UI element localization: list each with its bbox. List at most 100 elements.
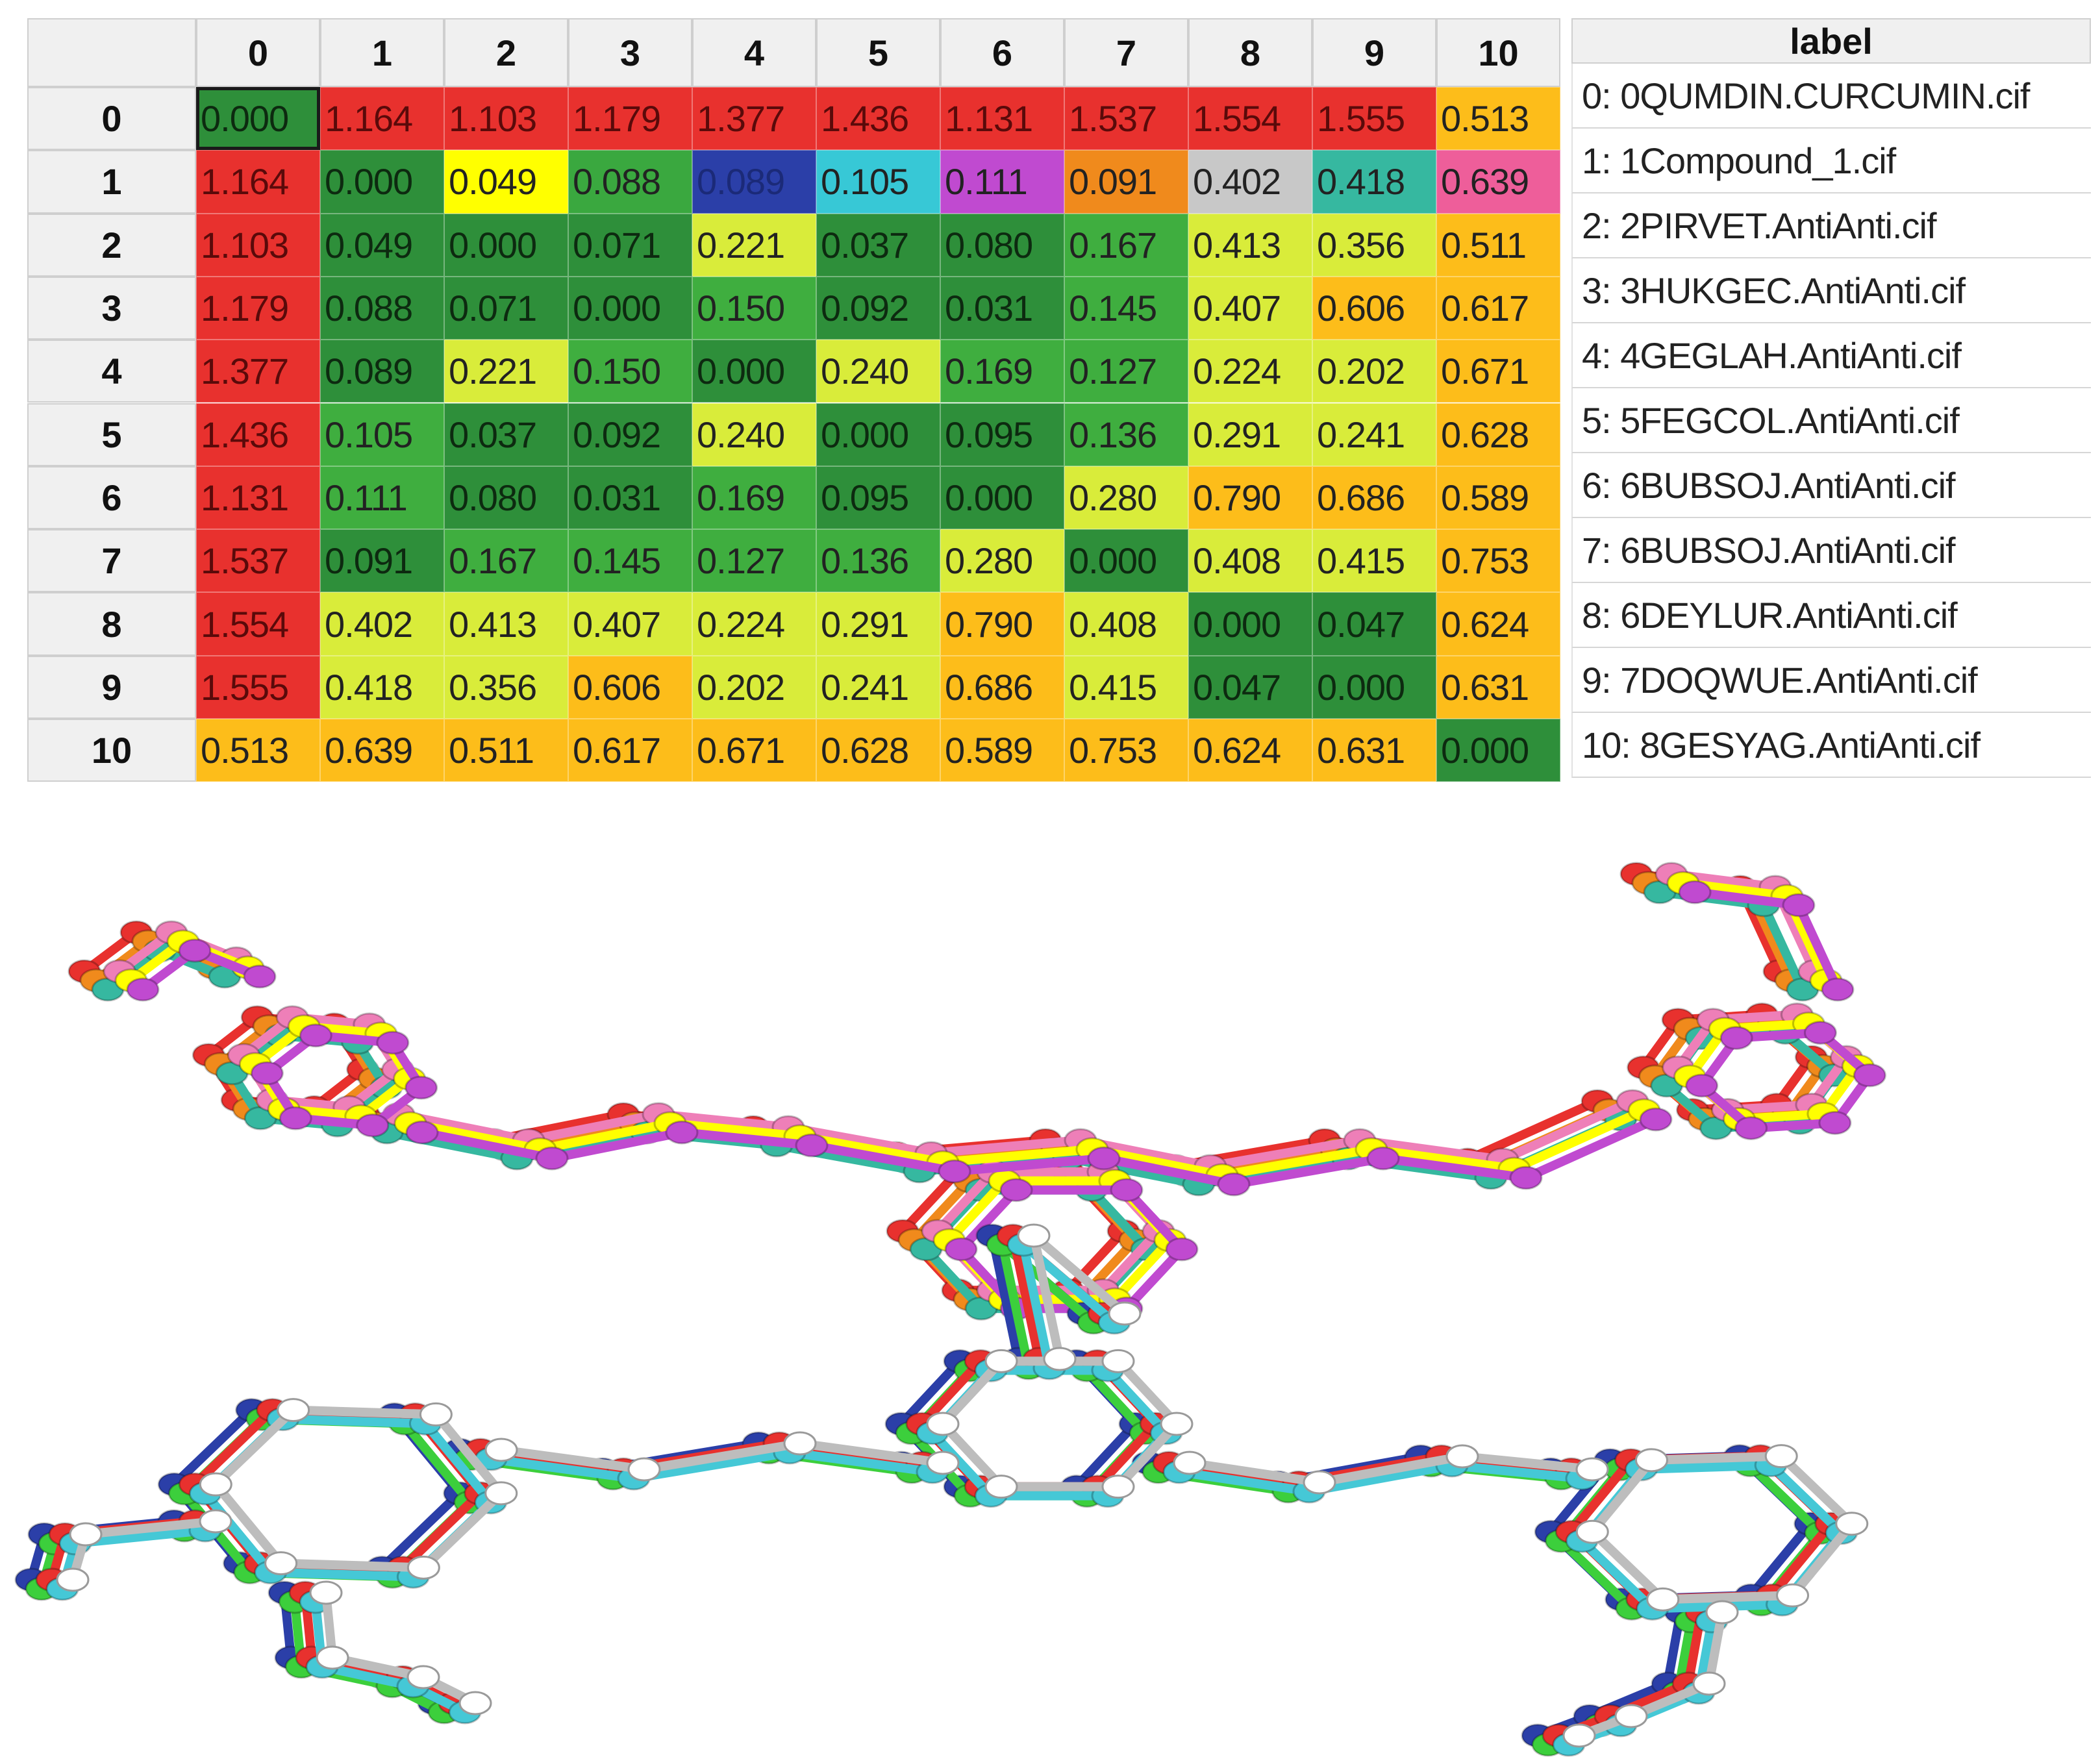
matrix-cell-5-6[interactable]: 0.095 xyxy=(940,403,1064,466)
matrix-cell-1-9[interactable]: 0.418 xyxy=(1312,150,1436,214)
matrix-cell-7-1[interactable]: 0.091 xyxy=(320,529,444,593)
matrix-cell-10-0[interactable]: 0.513 xyxy=(196,719,320,782)
matrix-cell-3-7[interactable]: 0.145 xyxy=(1064,276,1188,340)
matrix-cell-6-0[interactable]: 1.131 xyxy=(196,466,320,530)
matrix-cell-2-5[interactable]: 0.037 xyxy=(816,213,940,277)
matrix-cell-1-2[interactable]: 0.049 xyxy=(444,150,568,214)
matrix-cell-6-3[interactable]: 0.031 xyxy=(568,466,692,530)
row-header-6[interactable]: 6 xyxy=(27,466,196,530)
matrix-cell-10-9[interactable]: 0.631 xyxy=(1312,719,1436,782)
matrix-cell-8-10[interactable]: 0.624 xyxy=(1436,592,1560,656)
matrix-cell-4-4[interactable]: 0.000 xyxy=(692,340,816,403)
matrix-cell-6-5[interactable]: 0.095 xyxy=(816,466,940,530)
matrix-cell-3-9[interactable]: 0.606 xyxy=(1312,276,1436,340)
matrix-cell-3-4[interactable]: 0.150 xyxy=(692,276,816,340)
matrix-cell-1-1[interactable]: 0.000 xyxy=(320,150,444,214)
matrix-cell-7-9[interactable]: 0.415 xyxy=(1312,529,1436,593)
matrix-cell-5-2[interactable]: 0.037 xyxy=(444,403,568,466)
matrix-cell-4-5[interactable]: 0.240 xyxy=(816,340,940,403)
matrix-cell-7-2[interactable]: 0.167 xyxy=(444,529,568,593)
matrix-cell-5-8[interactable]: 0.291 xyxy=(1188,403,1312,466)
matrix-cell-9-1[interactable]: 0.418 xyxy=(320,655,444,719)
matrix-cell-9-0[interactable]: 1.555 xyxy=(196,655,320,719)
matrix-cell-4-6[interactable]: 0.169 xyxy=(940,340,1064,403)
matrix-cell-3-6[interactable]: 0.031 xyxy=(940,276,1064,340)
matrix-cell-5-7[interactable]: 0.136 xyxy=(1064,403,1188,466)
matrix-cell-1-10[interactable]: 0.639 xyxy=(1436,150,1560,214)
matrix-cell-10-7[interactable]: 0.753 xyxy=(1064,719,1188,782)
matrix-cell-5-4[interactable]: 0.240 xyxy=(692,403,816,466)
matrix-cell-2-7[interactable]: 0.167 xyxy=(1064,213,1188,277)
matrix-cell-9-6[interactable]: 0.686 xyxy=(940,655,1064,719)
matrix-cell-3-2[interactable]: 0.071 xyxy=(444,276,568,340)
row-header-1[interactable]: 1 xyxy=(27,150,196,214)
matrix-cell-9-3[interactable]: 0.606 xyxy=(568,655,692,719)
matrix-cell-4-8[interactable]: 0.224 xyxy=(1188,340,1312,403)
matrix-cell-8-7[interactable]: 0.408 xyxy=(1064,592,1188,656)
matrix-cell-2-10[interactable]: 0.511 xyxy=(1436,213,1560,277)
matrix-cell-0-1[interactable]: 1.164 xyxy=(320,87,444,151)
matrix-cell-4-1[interactable]: 0.089 xyxy=(320,340,444,403)
matrix-cell-6-4[interactable]: 0.169 xyxy=(692,466,816,530)
column-header-5[interactable]: 5 xyxy=(816,18,940,87)
matrix-cell-0-7[interactable]: 1.537 xyxy=(1064,87,1188,151)
matrix-cell-9-10[interactable]: 0.631 xyxy=(1436,655,1560,719)
matrix-cell-10-1[interactable]: 0.639 xyxy=(320,719,444,782)
matrix-cell-7-0[interactable]: 1.537 xyxy=(196,529,320,593)
matrix-cell-6-10[interactable]: 0.589 xyxy=(1436,466,1560,530)
matrix-cell-10-4[interactable]: 0.671 xyxy=(692,719,816,782)
matrix-cell-8-3[interactable]: 0.407 xyxy=(568,592,692,656)
column-header-0[interactable]: 0 xyxy=(196,18,320,87)
matrix-cell-3-8[interactable]: 0.407 xyxy=(1188,276,1312,340)
matrix-cell-5-10[interactable]: 0.628 xyxy=(1436,403,1560,466)
matrix-cell-2-4[interactable]: 0.221 xyxy=(692,213,816,277)
matrix-cell-6-2[interactable]: 0.080 xyxy=(444,466,568,530)
matrix-cell-2-9[interactable]: 0.356 xyxy=(1312,213,1436,277)
matrix-cell-7-3[interactable]: 0.145 xyxy=(568,529,692,593)
matrix-cell-2-1[interactable]: 0.049 xyxy=(320,213,444,277)
column-header-4[interactable]: 4 xyxy=(692,18,816,87)
matrix-cell-5-1[interactable]: 0.105 xyxy=(320,403,444,466)
matrix-cell-5-5[interactable]: 0.000 xyxy=(816,403,940,466)
matrix-cell-2-6[interactable]: 0.080 xyxy=(940,213,1064,277)
matrix-cell-5-0[interactable]: 1.436 xyxy=(196,403,320,466)
matrix-cell-7-5[interactable]: 0.136 xyxy=(816,529,940,593)
matrix-cell-7-6[interactable]: 0.280 xyxy=(940,529,1064,593)
matrix-cell-2-2[interactable]: 0.000 xyxy=(444,213,568,277)
matrix-cell-8-9[interactable]: 0.047 xyxy=(1312,592,1436,656)
matrix-cell-2-0[interactable]: 1.103 xyxy=(196,213,320,277)
matrix-cell-4-7[interactable]: 0.127 xyxy=(1064,340,1188,403)
matrix-cell-0-5[interactable]: 1.436 xyxy=(816,87,940,151)
matrix-cell-6-1[interactable]: 0.111 xyxy=(320,466,444,530)
matrix-cell-2-3[interactable]: 0.071 xyxy=(568,213,692,277)
matrix-cell-6-7[interactable]: 0.280 xyxy=(1064,466,1188,530)
matrix-cell-3-3[interactable]: 0.000 xyxy=(568,276,692,340)
matrix-cell-6-9[interactable]: 0.686 xyxy=(1312,466,1436,530)
matrix-cell-0-6[interactable]: 1.131 xyxy=(940,87,1064,151)
row-header-2[interactable]: 2 xyxy=(27,213,196,277)
row-header-10[interactable]: 10 xyxy=(27,719,196,782)
matrix-cell-8-8[interactable]: 0.000 xyxy=(1188,592,1312,656)
row-header-7[interactable]: 7 xyxy=(27,529,196,593)
matrix-cell-3-0[interactable]: 1.179 xyxy=(196,276,320,340)
matrix-cell-8-5[interactable]: 0.291 xyxy=(816,592,940,656)
matrix-cell-1-4[interactable]: 0.089 xyxy=(692,150,816,214)
matrix-cell-0-3[interactable]: 1.179 xyxy=(568,87,692,151)
matrix-cell-10-8[interactable]: 0.624 xyxy=(1188,719,1312,782)
matrix-cell-3-5[interactable]: 0.092 xyxy=(816,276,940,340)
matrix-cell-9-7[interactable]: 0.415 xyxy=(1064,655,1188,719)
matrix-cell-4-0[interactable]: 1.377 xyxy=(196,340,320,403)
matrix-cell-0-4[interactable]: 1.377 xyxy=(692,87,816,151)
matrix-cell-0-9[interactable]: 1.555 xyxy=(1312,87,1436,151)
column-header-2[interactable]: 2 xyxy=(444,18,568,87)
row-header-4[interactable]: 4 xyxy=(27,340,196,403)
matrix-cell-9-8[interactable]: 0.047 xyxy=(1188,655,1312,719)
matrix-cell-4-10[interactable]: 0.671 xyxy=(1436,340,1560,403)
column-header-6[interactable]: 6 xyxy=(940,18,1064,87)
matrix-cell-3-10[interactable]: 0.617 xyxy=(1436,276,1560,340)
row-header-5[interactable]: 5 xyxy=(27,403,196,466)
row-header-3[interactable]: 3 xyxy=(27,276,196,340)
column-header-3[interactable]: 3 xyxy=(568,18,692,87)
column-header-7[interactable]: 7 xyxy=(1064,18,1188,87)
matrix-cell-10-6[interactable]: 0.589 xyxy=(940,719,1064,782)
